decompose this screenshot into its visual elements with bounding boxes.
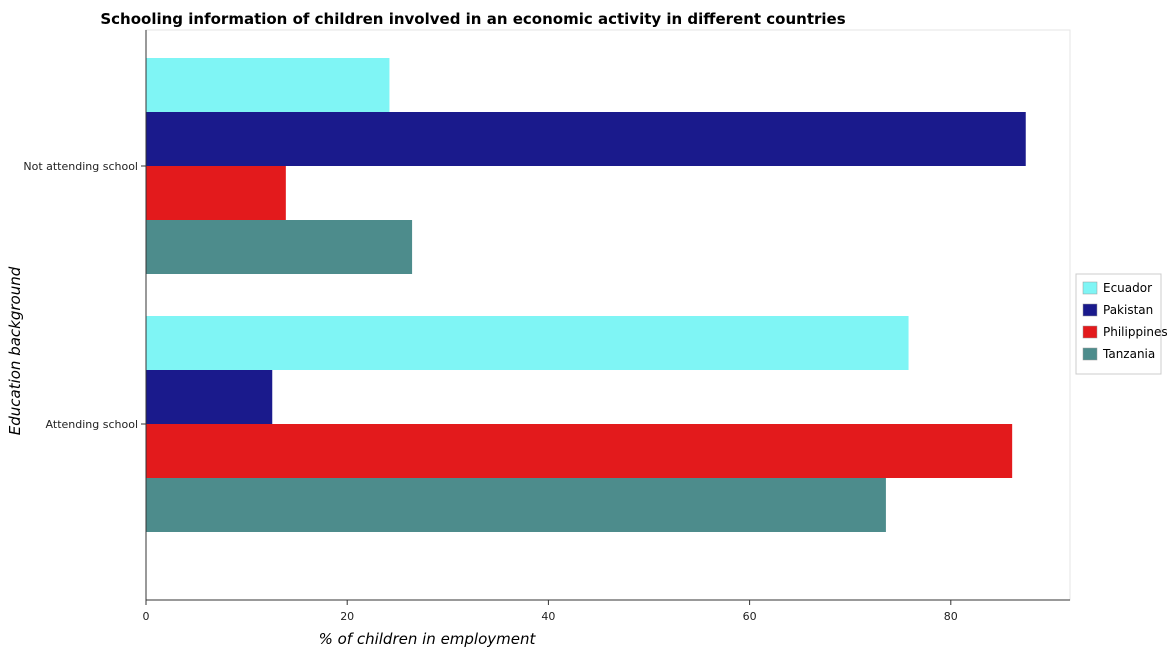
legend-label-philippines: Philippines [1103, 325, 1168, 339]
legend-swatch-philippines [1082, 325, 1098, 339]
legend-label-ecuador: Ecuador [1103, 281, 1152, 295]
bar-tanzania-not-attending [146, 220, 413, 274]
y-ticks: Not attending school Attending school [23, 160, 146, 431]
bar-pakistan-not-attending [146, 112, 1026, 166]
x-ticks: 0 20 40 60 80 [143, 600, 958, 623]
chart-title: Schooling information of children involv… [100, 10, 845, 28]
x-tick-label: 20 [340, 610, 354, 623]
x-tick-label: 80 [944, 610, 958, 623]
bar-philippines-attending [146, 424, 1013, 478]
x-tick-label: 60 [743, 610, 757, 623]
legend-swatch-pakistan [1082, 303, 1098, 317]
bar-ecuador-attending [146, 316, 909, 370]
x-tick-label: 40 [541, 610, 555, 623]
legend-swatch-ecuador [1082, 281, 1098, 295]
y-tick-label: Attending school [46, 418, 138, 431]
bar-philippines-not-attending [146, 166, 286, 220]
legend-label-pakistan: Pakistan [1103, 303, 1153, 317]
x-axis-label: % of children in employment [319, 630, 537, 648]
bar-tanzania-attending [146, 478, 886, 532]
legend-label-tanzania: Tanzania [1102, 347, 1155, 361]
bar-ecuador-not-attending [146, 58, 390, 112]
y-axis-label: Education background [6, 266, 24, 435]
x-tick-label: 0 [143, 610, 150, 623]
bar-pakistan-attending [146, 370, 273, 424]
y-tick-label: Not attending school [23, 160, 138, 173]
legend-swatch-tanzania [1082, 347, 1098, 361]
bars-group [146, 58, 1026, 532]
legend: Ecuador Pakistan Philippines Tanzania [1075, 273, 1168, 375]
